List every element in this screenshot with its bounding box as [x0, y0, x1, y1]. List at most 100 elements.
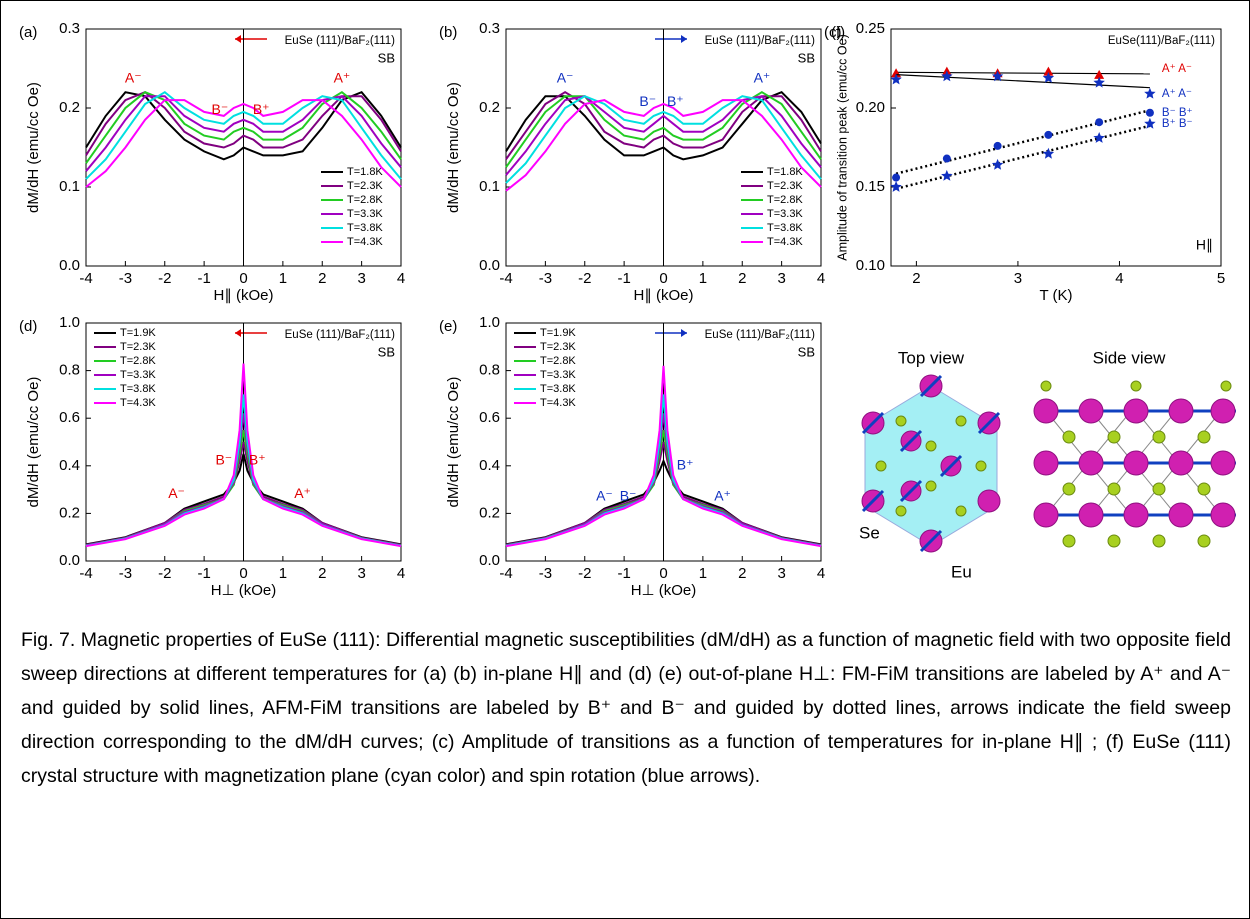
y-tick-label: 0.2: [59, 99, 80, 116]
transition-label: B⁻: [639, 93, 656, 109]
y-tick-label: 0.1: [59, 178, 80, 195]
y-tick-label: 0.2: [59, 504, 80, 521]
point: [1095, 118, 1104, 127]
transition-label: A⁺: [754, 69, 771, 85]
spin-arrows: [861, 374, 1001, 553]
series-line: [85, 413, 402, 547]
legend-label: T=4.3K: [540, 397, 576, 409]
legend-label: T=3.8K: [540, 383, 576, 395]
x-tick-label: 1: [279, 565, 287, 582]
point: [1043, 66, 1054, 76]
legend-label: T=3.3K: [347, 208, 383, 220]
x-axis-label: H⊥ (kOe): [211, 582, 277, 599]
y-axis-label: Amplitude of transition peak (emu/cc Oe): [835, 34, 849, 261]
x-tick-label: 4: [397, 270, 405, 287]
transition-label: A⁺: [294, 485, 311, 501]
series-line: [505, 365, 822, 548]
legend-label: T=2.8K: [540, 355, 576, 367]
y-tick-label: 0.0: [479, 257, 500, 274]
x-tick-label: 2: [318, 270, 326, 287]
panel: (d) -4 -3 -2 -1 0 1 2 3 4 0.0 0.2 0.4 0.6 0.8 1.0 H⊥ (kO…: [19, 314, 405, 599]
x-tick-label: 2: [318, 565, 326, 582]
fit-line: [895, 109, 1151, 175]
x-tick-label: -4: [499, 565, 512, 582]
y-tick-label: 0.3: [479, 20, 500, 37]
y-axis-label: dM/dH (emu/cc Oe): [445, 82, 462, 213]
legend-label: T=3.3K: [767, 208, 803, 220]
sweep-arrow-head: [235, 329, 241, 337]
point: [892, 173, 901, 182]
y-axis-label: dM/dH (emu/cc Oe): [25, 82, 42, 213]
point: [1042, 147, 1055, 159]
x-axis-label: H⊥ (kOe): [631, 582, 697, 599]
sweep-tag: SB: [798, 50, 815, 65]
point: [890, 181, 902, 192]
y-tick-label: 0.6: [59, 409, 80, 426]
sample-label: EuSe (111)/BaF₂(111): [285, 329, 396, 341]
legend-label: T=3.3K: [120, 369, 156, 381]
point: [942, 154, 951, 163]
y-tick-label: 0.0: [59, 257, 80, 274]
x-tick-label: 4: [817, 270, 825, 287]
sweep-tag: SB: [798, 344, 815, 359]
panel: (c) 2 3 4 5 0.10 0.15 0.20 0.25 T (K) Amplitude of…: [824, 20, 1225, 304]
legend-label: T=3.8K: [347, 222, 383, 234]
x-tick-label: 3: [1014, 270, 1022, 287]
legend-label: T=4.3K: [120, 397, 156, 409]
x-tick-label: 4: [1115, 270, 1123, 287]
x-tick-label: 0: [239, 270, 247, 287]
transition-label: A⁻: [557, 69, 574, 85]
transition-label: B⁺: [253, 101, 270, 117]
x-tick-label: 3: [777, 565, 785, 582]
x-tick-label: 3: [777, 270, 785, 287]
y-tick-label: 0.20: [856, 99, 885, 116]
se-label: Se: [859, 523, 880, 542]
legend-label: T=4.3K: [767, 236, 803, 248]
y-tick-label: 0.0: [479, 552, 500, 569]
transition-label: A⁻: [168, 485, 185, 501]
panel-label: (e): [439, 318, 457, 335]
x-tick-label: -3: [119, 270, 132, 287]
legend-label: T=2.8K: [120, 355, 156, 367]
transition-label: A⁻: [596, 487, 613, 503]
y-tick-label: 0.4: [59, 457, 80, 474]
sweep-arrow-head: [681, 329, 687, 337]
x-tick-label: -2: [578, 270, 591, 287]
x-tick-label: -1: [617, 565, 630, 582]
y-tick-label: 0.6: [479, 409, 500, 426]
y-tick-label: 0.3: [59, 20, 80, 37]
sweep-arrow-head: [681, 35, 687, 43]
transition-label: A⁺: [334, 69, 351, 85]
side-view: [1033, 380, 1236, 548]
transition-label: A⁺: [714, 487, 731, 503]
figure-panels: (f) Top view Side view Se Eu: [19, 20, 1236, 599]
x-tick-label: 1: [699, 565, 707, 582]
point: [890, 73, 902, 85]
point: [941, 70, 953, 82]
panel-label: (f): [831, 24, 845, 41]
x-tick-label: 0: [239, 565, 247, 582]
fit-line: [895, 124, 1151, 190]
x-tick-label: -1: [617, 270, 630, 287]
y-tick-label: 0.8: [59, 362, 80, 379]
fit-line: [896, 71, 1150, 75]
x-tick-label: 0: [659, 270, 667, 287]
y-tick-label: 0.2: [479, 504, 500, 521]
y-tick-label: 0.1: [479, 178, 500, 195]
x-tick-label: 0: [659, 565, 667, 582]
legend-label: T=2.8K: [347, 194, 383, 206]
x-tick-label: 4: [817, 565, 825, 582]
top-view: Se Eu: [859, 374, 1001, 581]
x-tick-label: 1: [699, 270, 707, 287]
x-tick-label: -2: [578, 565, 591, 582]
x-tick-label: -1: [197, 565, 210, 582]
legend-label: T=2.3K: [347, 180, 383, 192]
legend-label: T=3.8K: [767, 222, 803, 234]
x-tick-label: -2: [158, 565, 171, 582]
x-tick-label: -3: [539, 270, 552, 287]
x-tick-label: 1: [279, 270, 287, 287]
y-tick-label: 0.0: [59, 552, 80, 569]
point: [1093, 76, 1105, 88]
x-tick-label: 2: [738, 565, 746, 582]
